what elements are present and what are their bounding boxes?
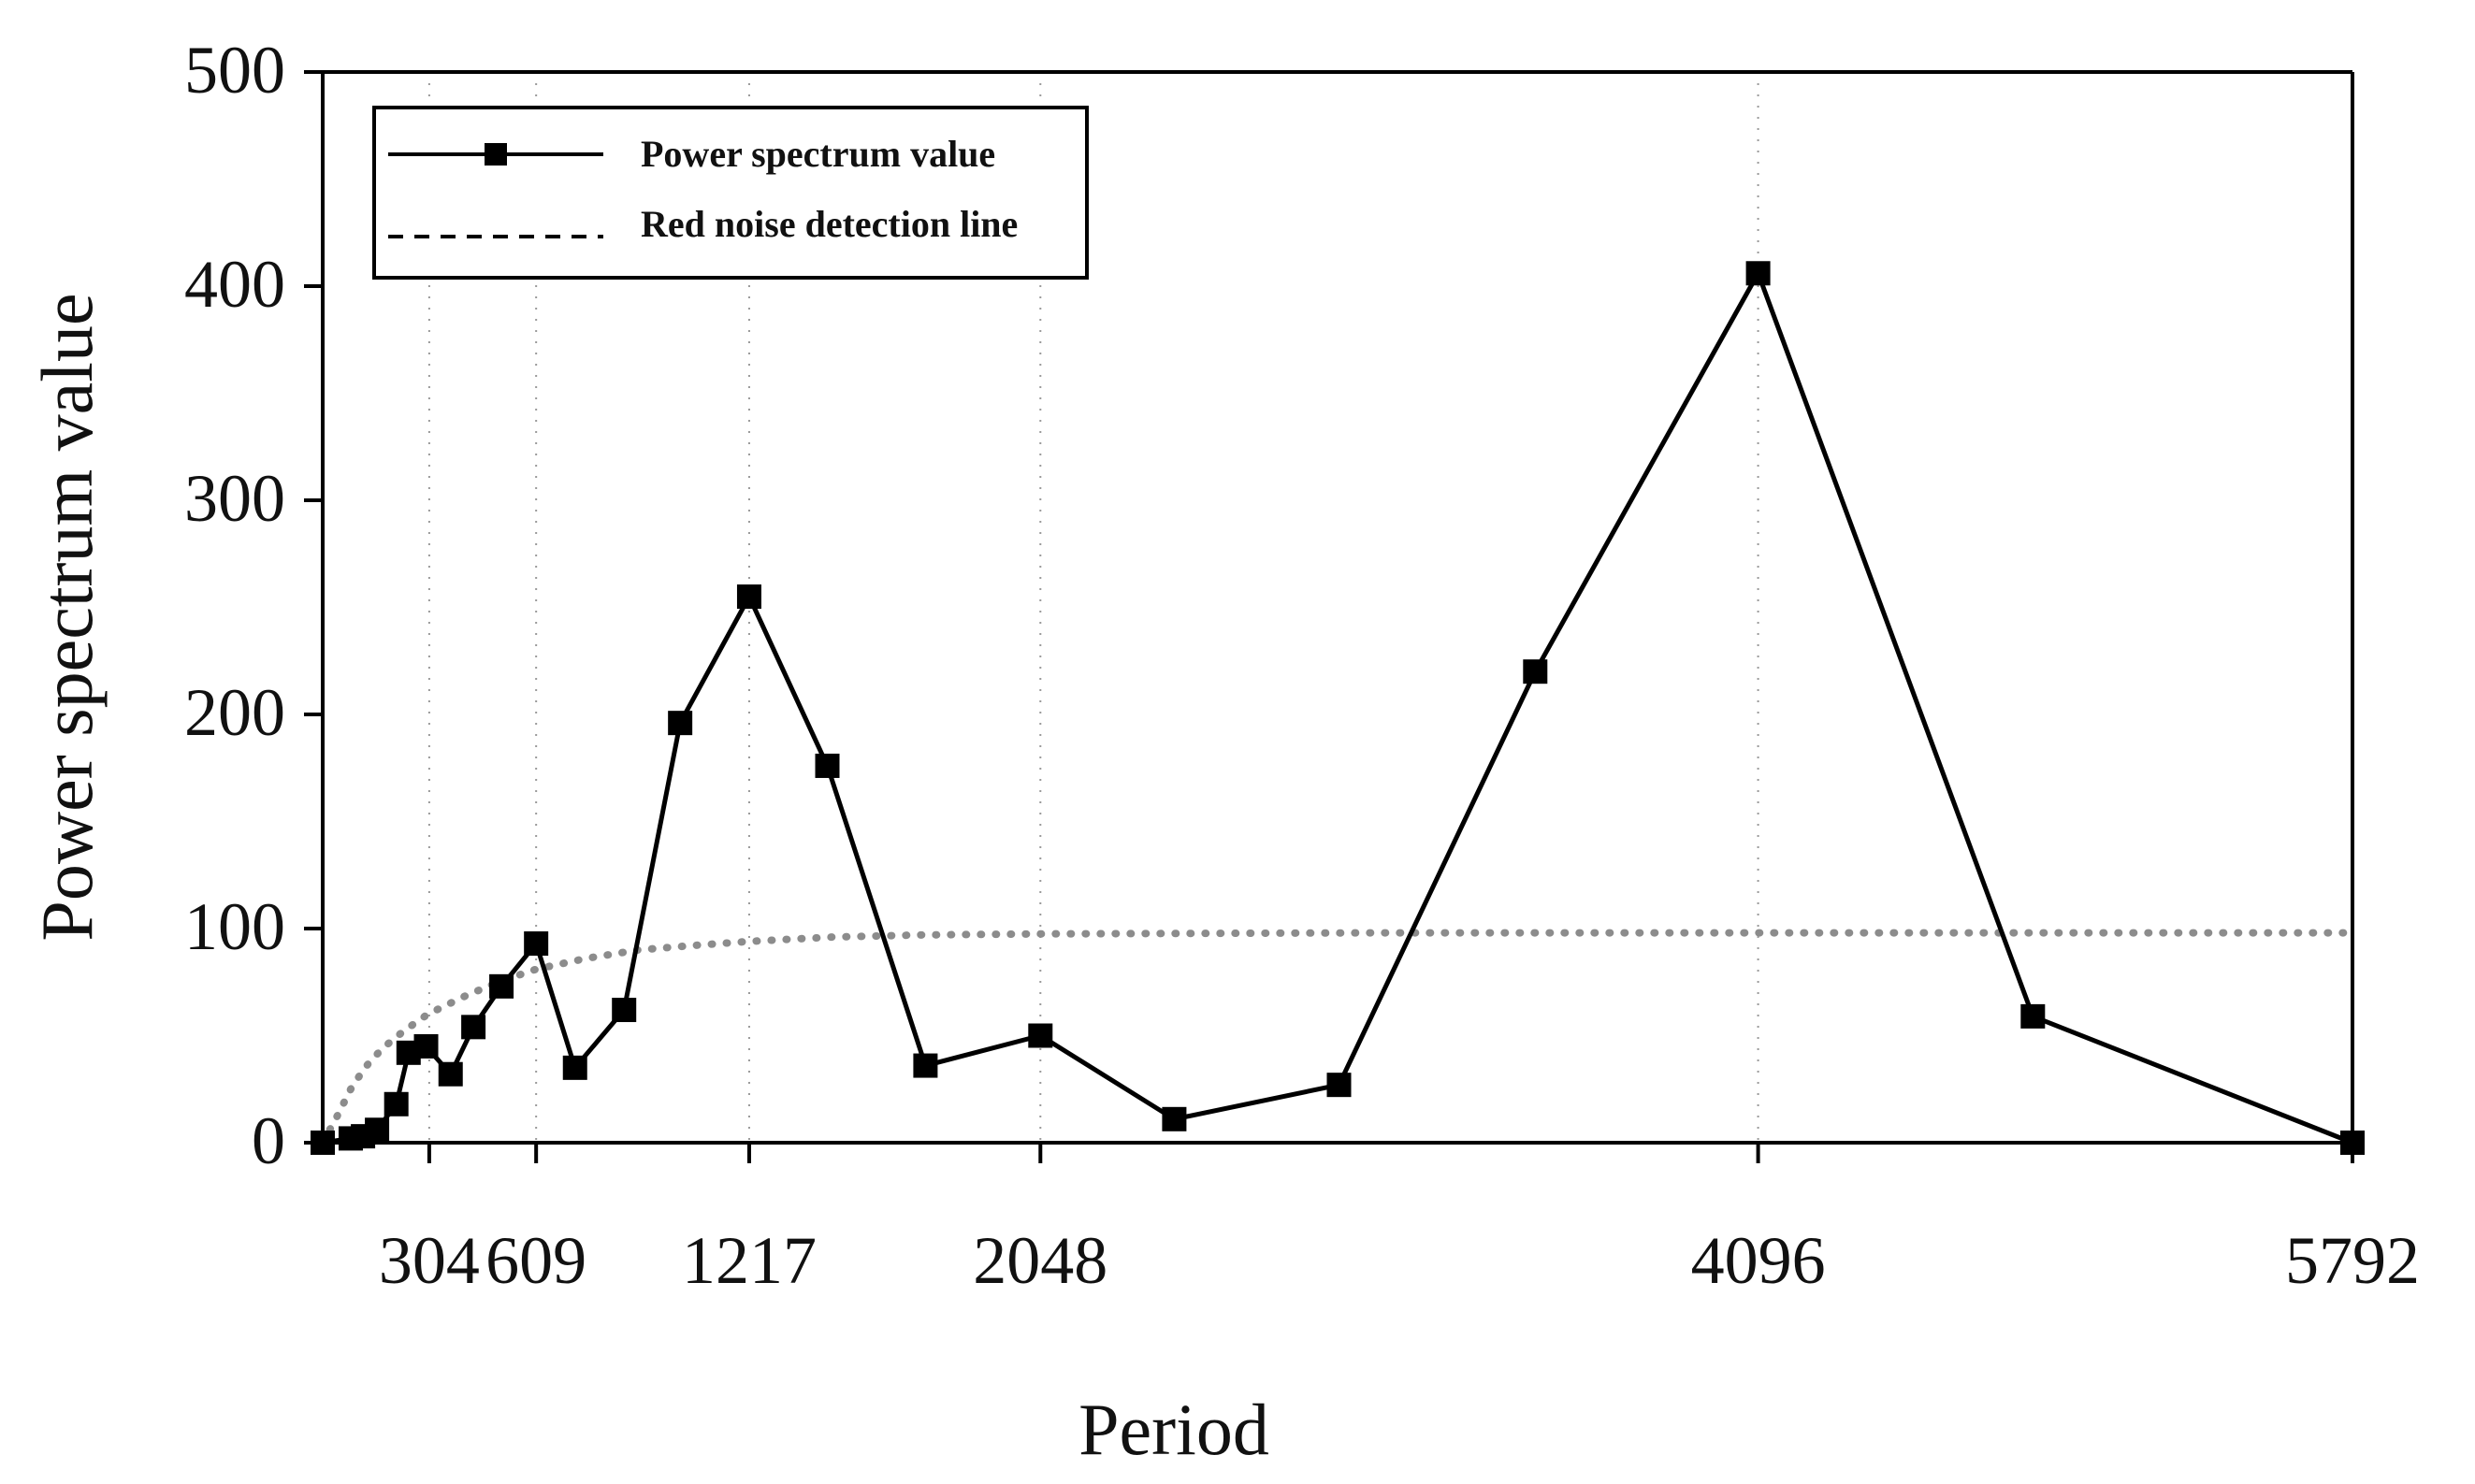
x-tick-label-5: 5792 [2285, 1223, 2420, 1298]
axes-layer: 0 100 200 300 400 500 304 609 1217 2048 4096 5792 [184, 33, 2420, 1298]
power-spectrum-marker-23 [2340, 1131, 2365, 1155]
y-tick-label-3: 300 [184, 461, 285, 536]
x-tick-label-3: 2048 [973, 1223, 1107, 1298]
power-spectrum-marker-14 [736, 584, 761, 610]
power-spectrum-marker-3 [365, 1117, 390, 1143]
power-spectrum-marker-20 [1523, 659, 1548, 684]
power-spectrum-marker-10 [524, 931, 549, 957]
power-spectrum-marker-12 [612, 998, 637, 1023]
x-tick-label-0: 304 [379, 1223, 480, 1298]
power-spectrum-marker-17 [1028, 1023, 1053, 1048]
power-spectrum-marker-18 [1162, 1106, 1187, 1131]
series-layer [311, 261, 2365, 1155]
y-tick-label-4: 400 [184, 247, 285, 322]
legend-power-marker-sample [485, 143, 507, 166]
y-tick-label-1: 100 [184, 889, 285, 964]
x-tick-label-1: 609 [485, 1223, 586, 1298]
power-spectrum-marker-0 [311, 1131, 335, 1155]
legend-label-power-spectrum: Power spectrum value [641, 133, 995, 175]
legend-label-red-noise: Red noise detection line [641, 203, 1018, 245]
y-tick-label-5: 500 [184, 33, 285, 108]
power-spectrum-marker-16 [913, 1053, 938, 1078]
power-spectrum-marker-7 [438, 1061, 463, 1087]
legend-box [372, 106, 1089, 280]
red-noise-line [319, 929, 2356, 1146]
power-spectrum-marker-11 [562, 1055, 587, 1080]
x-tick-label-2: 1217 [682, 1223, 817, 1298]
y-tick-label-2: 200 [184, 675, 285, 750]
power-spectrum-marker-19 [1326, 1073, 1352, 1098]
power-spectrum-marker-22 [2020, 1003, 2046, 1029]
power-spectrum-marker-13 [668, 711, 693, 736]
power-spectrum-marker-4 [384, 1091, 409, 1117]
power-spectrum-marker-9 [489, 973, 514, 999]
power-spectrum-marker-6 [413, 1033, 439, 1059]
y-tick-label-0: 0 [252, 1103, 285, 1178]
x-tick-label-4: 4096 [1691, 1223, 1826, 1298]
legend: Power spectrum value Red noise detection … [372, 106, 1089, 280]
y-axis-title: Power spectrum value [26, 293, 108, 941]
power-spectrum-marker-8 [461, 1015, 486, 1040]
x-axis-title: Period [1078, 1389, 1269, 1470]
power-spectrum-marker-15 [815, 753, 840, 778]
power-spectrum-marker-21 [1745, 261, 1771, 286]
